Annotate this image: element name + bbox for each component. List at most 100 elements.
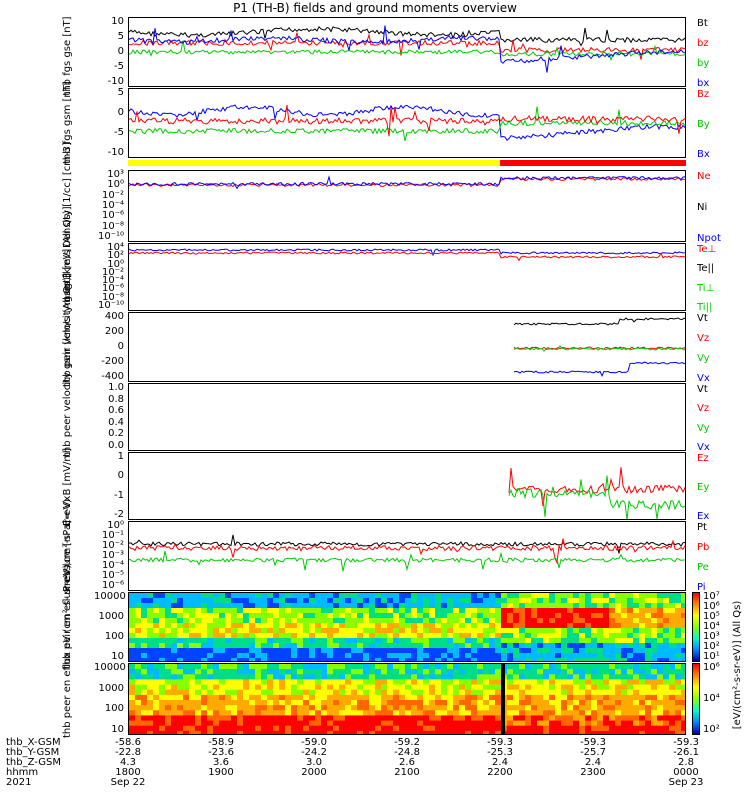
spectrogram-cell bbox=[141, 694, 147, 701]
spectrogram-cell bbox=[369, 694, 375, 701]
ytick-label: 10⁻⁴ bbox=[101, 560, 124, 571]
spectrogram-cell bbox=[657, 593, 663, 599]
spectrogram-cell bbox=[387, 705, 393, 711]
spectrogram-cell bbox=[183, 710, 189, 716]
spectrogram-cell bbox=[531, 598, 537, 604]
spectrogram-cell bbox=[135, 643, 141, 649]
spectrogram-cell bbox=[615, 618, 621, 624]
spectrogram-cell bbox=[639, 643, 645, 649]
spectrogram-cell bbox=[495, 598, 501, 604]
spectrogram-cell bbox=[507, 664, 513, 670]
spectrogram-cell bbox=[159, 593, 165, 599]
plot-area-density bbox=[129, 174, 685, 190]
spectrogram-cell bbox=[345, 730, 351, 734]
spectrogram-cell bbox=[333, 603, 339, 609]
spectrogram-cell bbox=[453, 664, 459, 670]
spectrogram-cell bbox=[417, 715, 423, 722]
spectrogram-cell bbox=[417, 608, 423, 614]
spectrogram-cell bbox=[591, 705, 597, 711]
spectrogram-cell bbox=[243, 623, 249, 629]
spectrogram-cell bbox=[453, 679, 459, 686]
spectrogram-cell bbox=[309, 669, 315, 675]
spectrogram-cell bbox=[507, 608, 513, 614]
spectrogram-cell bbox=[483, 658, 489, 661]
spectrogram-cell bbox=[519, 694, 525, 701]
spectrogram-cell bbox=[207, 705, 213, 711]
spectrogram-cell bbox=[261, 648, 267, 654]
spectrogram-cell bbox=[255, 643, 261, 649]
spectrogram-cell bbox=[447, 628, 453, 634]
spectrogram-cell bbox=[435, 613, 441, 619]
spectrogram-cell bbox=[537, 674, 543, 680]
spectrogram-cell bbox=[165, 598, 171, 604]
spectrogram-cell bbox=[351, 720, 357, 727]
spectrogram-cell bbox=[447, 593, 453, 599]
spectrogram-cell bbox=[201, 694, 207, 701]
spectrogram-cell bbox=[387, 679, 393, 686]
spectrogram-cell bbox=[189, 689, 195, 696]
spectrogram-cell bbox=[609, 618, 615, 624]
spectrogram-cell bbox=[291, 623, 297, 629]
spectrogram-cell bbox=[213, 658, 219, 661]
spectrogram-cell bbox=[543, 674, 549, 680]
spectrogram-cell bbox=[453, 700, 459, 706]
spectrogram-cell bbox=[159, 648, 165, 654]
spectrogram-cell bbox=[177, 725, 183, 732]
spectrogram-cell bbox=[441, 705, 447, 711]
spectrogram-cell bbox=[303, 598, 309, 604]
spectrogram-cell bbox=[471, 689, 477, 696]
spectrogram-cell bbox=[345, 679, 351, 686]
spectrogram-cell bbox=[309, 715, 315, 722]
ephemeris-value: 2300 bbox=[580, 767, 606, 778]
spectrogram-cell bbox=[447, 725, 453, 732]
spectrogram-cell bbox=[195, 653, 201, 659]
spectrogram-cell bbox=[183, 593, 189, 599]
spectrogram-cell bbox=[267, 705, 273, 711]
spectrogram-cell bbox=[399, 633, 405, 639]
spectrogram-cell bbox=[435, 608, 441, 614]
spectrogram-cell bbox=[393, 613, 399, 619]
spectrogram-cell bbox=[339, 613, 345, 619]
spectrogram-cell bbox=[339, 669, 345, 675]
spectrogram-cell bbox=[309, 664, 315, 670]
spectrogram-cell bbox=[615, 689, 621, 696]
spectrogram-cell bbox=[297, 653, 303, 659]
spectrogram-cell bbox=[171, 613, 177, 619]
spectrogram-cell bbox=[621, 643, 627, 649]
ytick-label: 10² bbox=[107, 250, 124, 262]
spectrogram-cell bbox=[405, 618, 411, 624]
spectrogram-cell bbox=[357, 689, 363, 696]
spectrogram-cell bbox=[645, 658, 651, 661]
spectrogram-cell bbox=[405, 648, 411, 654]
spectrogram-cell bbox=[363, 608, 369, 614]
spectrogram-cell bbox=[477, 613, 483, 619]
spectrogram-cell bbox=[159, 684, 165, 691]
spectrogram-cell bbox=[309, 628, 315, 634]
spectrogram-cell bbox=[489, 710, 495, 716]
spectrogram-cell bbox=[657, 715, 663, 722]
spectrogram-cell bbox=[327, 674, 333, 680]
spectrogram-cell bbox=[285, 598, 291, 604]
spectrogram-cell bbox=[417, 603, 423, 609]
spectrogram-cell bbox=[387, 658, 393, 661]
ytick-label: 200 bbox=[104, 326, 124, 337]
spectrogram-cell bbox=[525, 598, 531, 604]
spectrogram-cell bbox=[345, 603, 351, 609]
spectrogram-cell bbox=[369, 638, 375, 644]
spectrogram-cell bbox=[483, 684, 489, 691]
spectrogram-cell bbox=[129, 648, 135, 654]
spectrogram-cell bbox=[213, 648, 219, 654]
spectrogram-cell bbox=[327, 633, 333, 639]
spectrogram-cell bbox=[549, 730, 555, 734]
spectrogram-cell bbox=[363, 725, 369, 732]
spectrogram-cell bbox=[597, 674, 603, 680]
ytick-label: 10 bbox=[111, 651, 124, 662]
spectrogram-cell bbox=[507, 598, 513, 604]
spectrogram-cell bbox=[597, 694, 603, 701]
spectrogram-cell bbox=[411, 684, 417, 691]
spectrogram-cell bbox=[435, 669, 441, 675]
spectrogram-cell bbox=[585, 658, 591, 661]
spectrogram-cell bbox=[519, 593, 525, 599]
spectrogram-cell bbox=[129, 608, 135, 614]
spectrogram-cell bbox=[399, 648, 405, 654]
